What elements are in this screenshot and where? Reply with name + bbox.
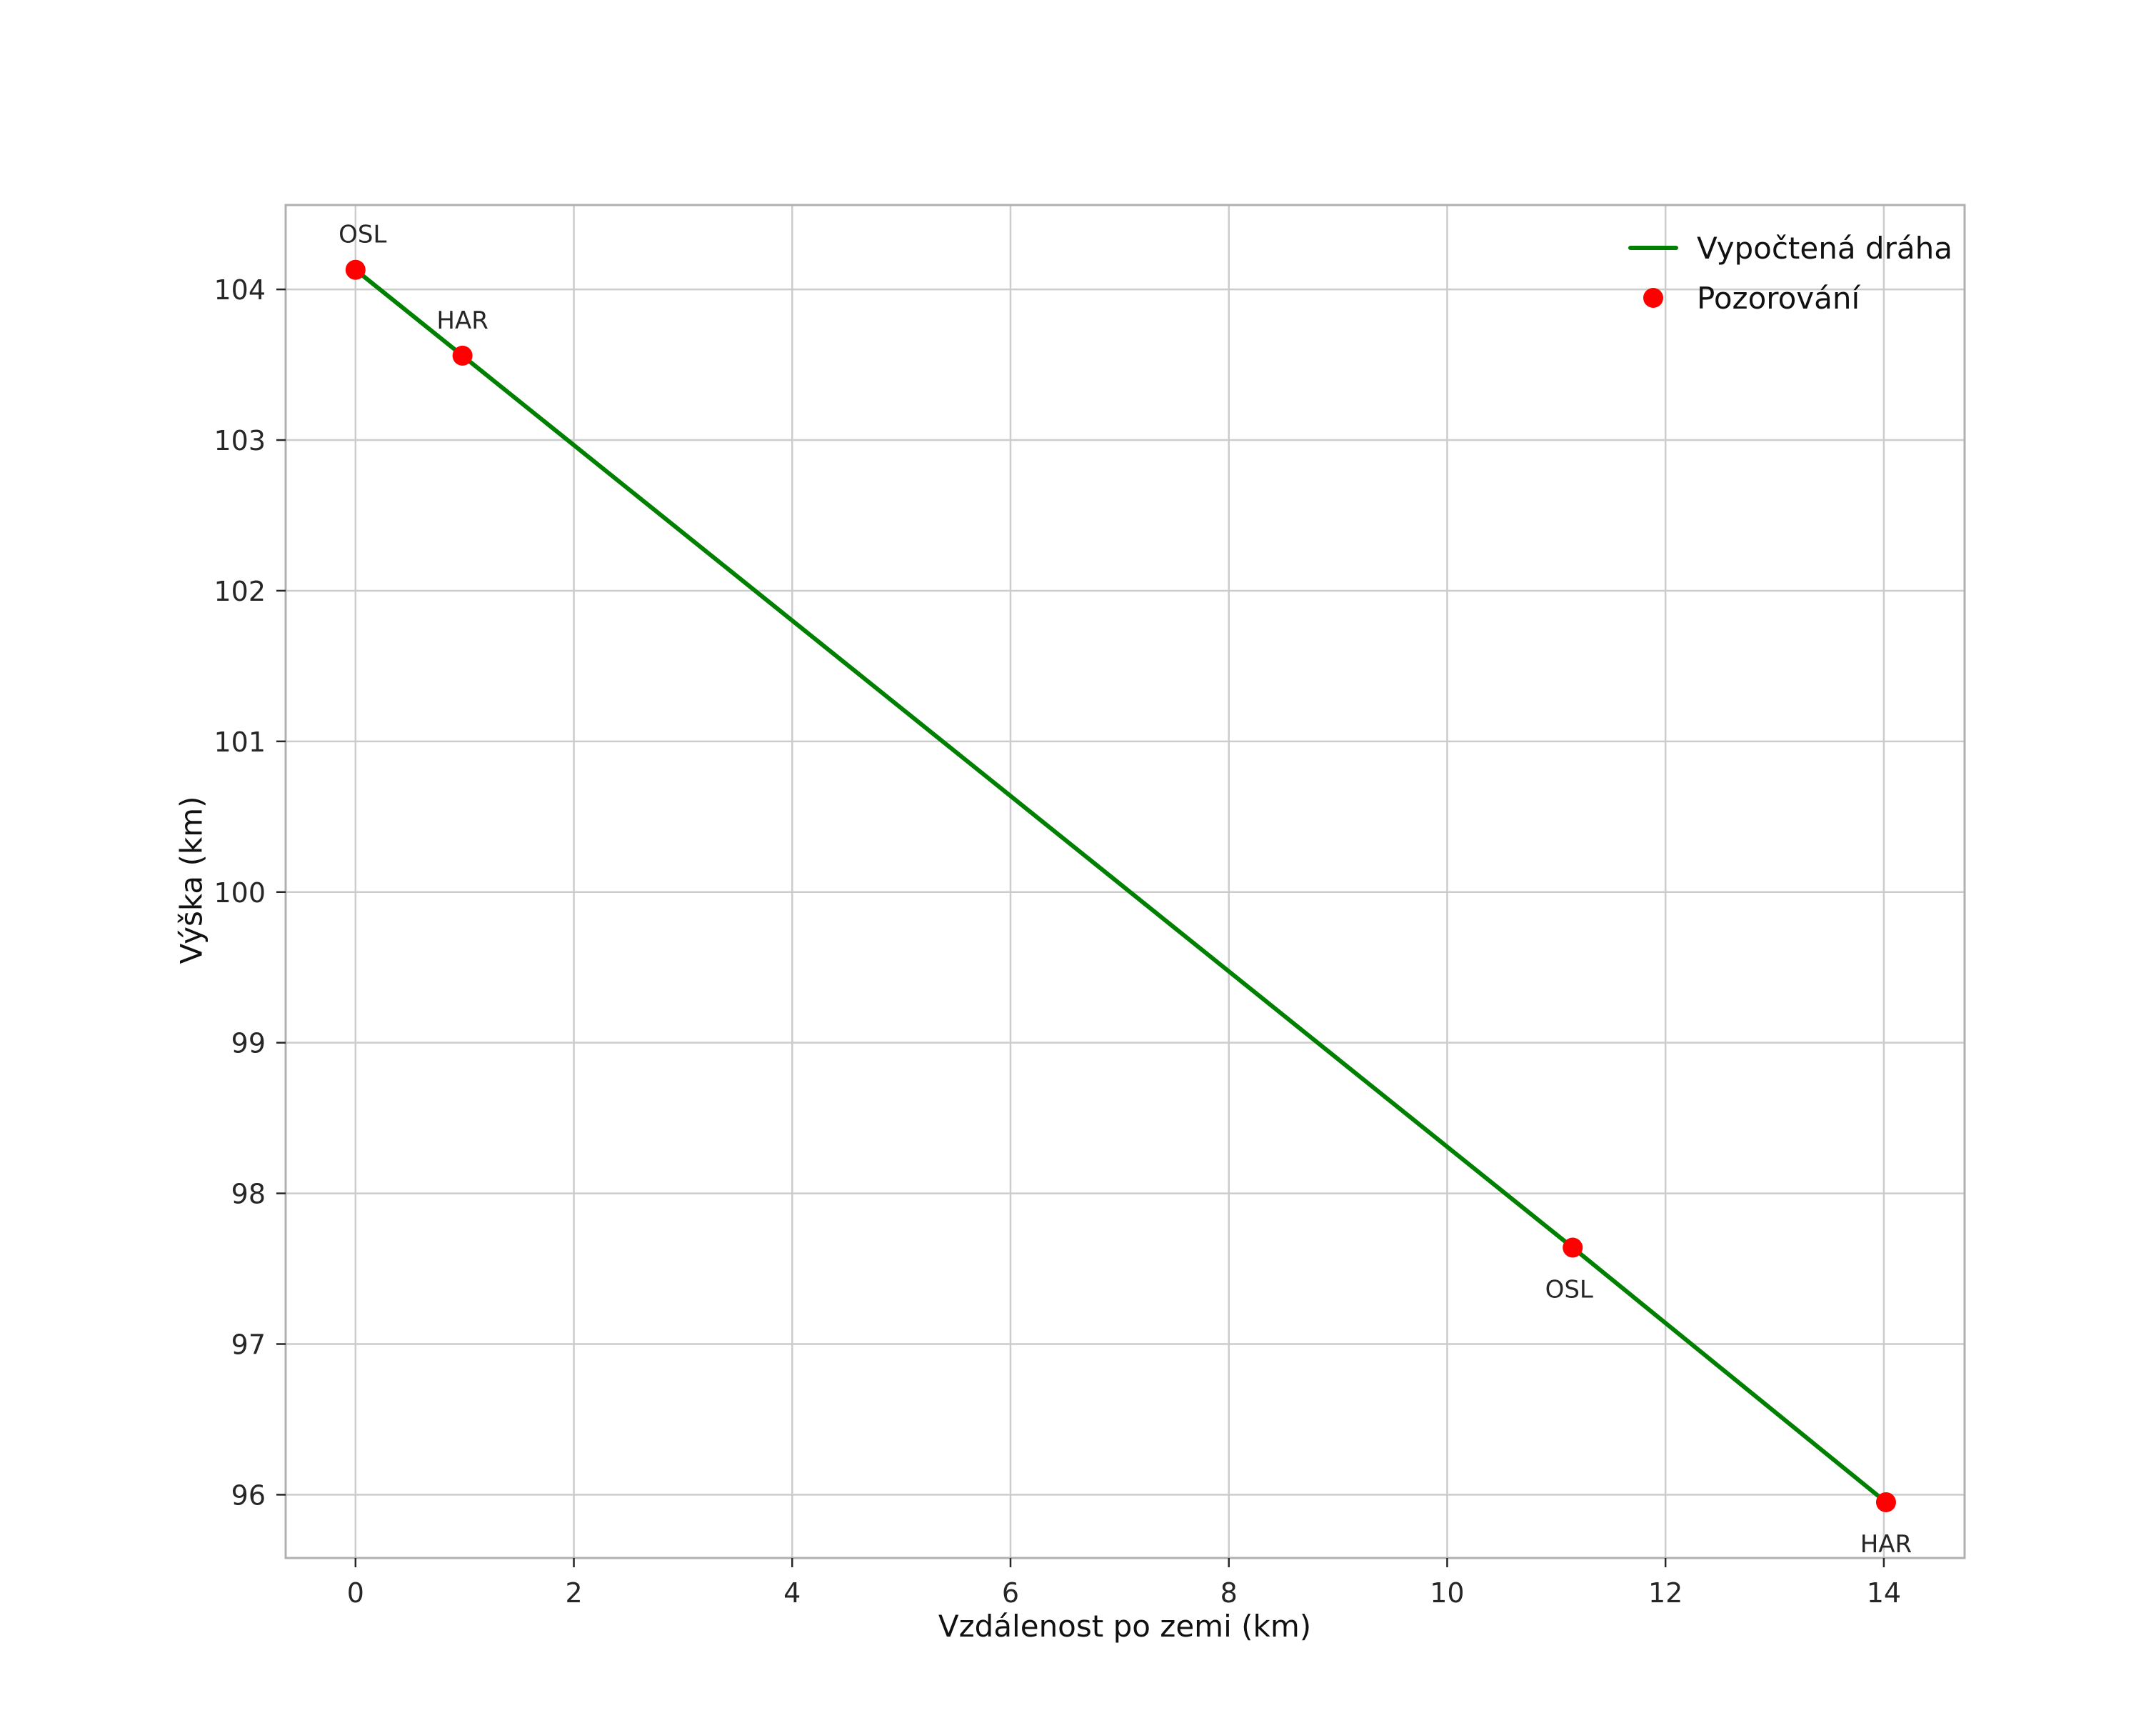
x-tick-label: 0 bbox=[347, 1577, 364, 1609]
y-tick-label: 99 bbox=[231, 1028, 266, 1059]
observation-label: OSL bbox=[1545, 1276, 1593, 1304]
legend-item-observations: Pozorování bbox=[1628, 280, 1952, 316]
observation-point bbox=[345, 259, 366, 280]
marker-swatch-wrap bbox=[1628, 288, 1678, 308]
x-tick-label: 12 bbox=[1648, 1577, 1683, 1609]
y-tick-label: 98 bbox=[231, 1179, 266, 1210]
red-dot-swatch bbox=[1643, 288, 1663, 308]
x-tick-label: 10 bbox=[1430, 1577, 1464, 1609]
y-tick-label: 97 bbox=[231, 1329, 266, 1361]
x-tick-label: 8 bbox=[1220, 1577, 1238, 1609]
y-tick-label: 102 bbox=[214, 576, 266, 607]
observation-label: OSL bbox=[339, 221, 386, 249]
x-tick-label: 14 bbox=[1867, 1577, 1901, 1609]
x-axis-title: Vzdálenost po zemi (km) bbox=[938, 1609, 1312, 1644]
x-tick-label: 4 bbox=[783, 1577, 801, 1609]
x-tick-label: 6 bbox=[1002, 1577, 1019, 1609]
y-tick-label: 101 bbox=[214, 726, 266, 758]
legend: Vypočtená dráha Pozorování bbox=[1628, 230, 1952, 316]
observation-point bbox=[1875, 1492, 1896, 1512]
legend-label-observations: Pozorování bbox=[1697, 280, 1860, 316]
y-tick-label: 100 bbox=[214, 877, 266, 909]
observation-point bbox=[1563, 1237, 1583, 1258]
legend-label-computed-path: Vypočtená dráha bbox=[1697, 230, 1952, 266]
x-tick-label: 2 bbox=[565, 1577, 582, 1609]
observation-label: HAR bbox=[436, 306, 488, 335]
plot-border bbox=[284, 204, 1966, 1559]
y-axis-title: Výška (km) bbox=[174, 796, 209, 964]
observation-point bbox=[452, 345, 473, 366]
y-tick-label: 104 bbox=[214, 274, 266, 306]
line-swatch-wrap bbox=[1628, 246, 1678, 250]
y-tick-label: 96 bbox=[231, 1479, 266, 1511]
y-tick-label: 103 bbox=[214, 425, 266, 456]
observation-label: HAR bbox=[1860, 1530, 1912, 1559]
legend-item-computed-path: Vypočtená dráha bbox=[1628, 230, 1952, 266]
green-line-swatch bbox=[1628, 246, 1678, 250]
computed-path-line bbox=[353, 267, 1888, 1504]
